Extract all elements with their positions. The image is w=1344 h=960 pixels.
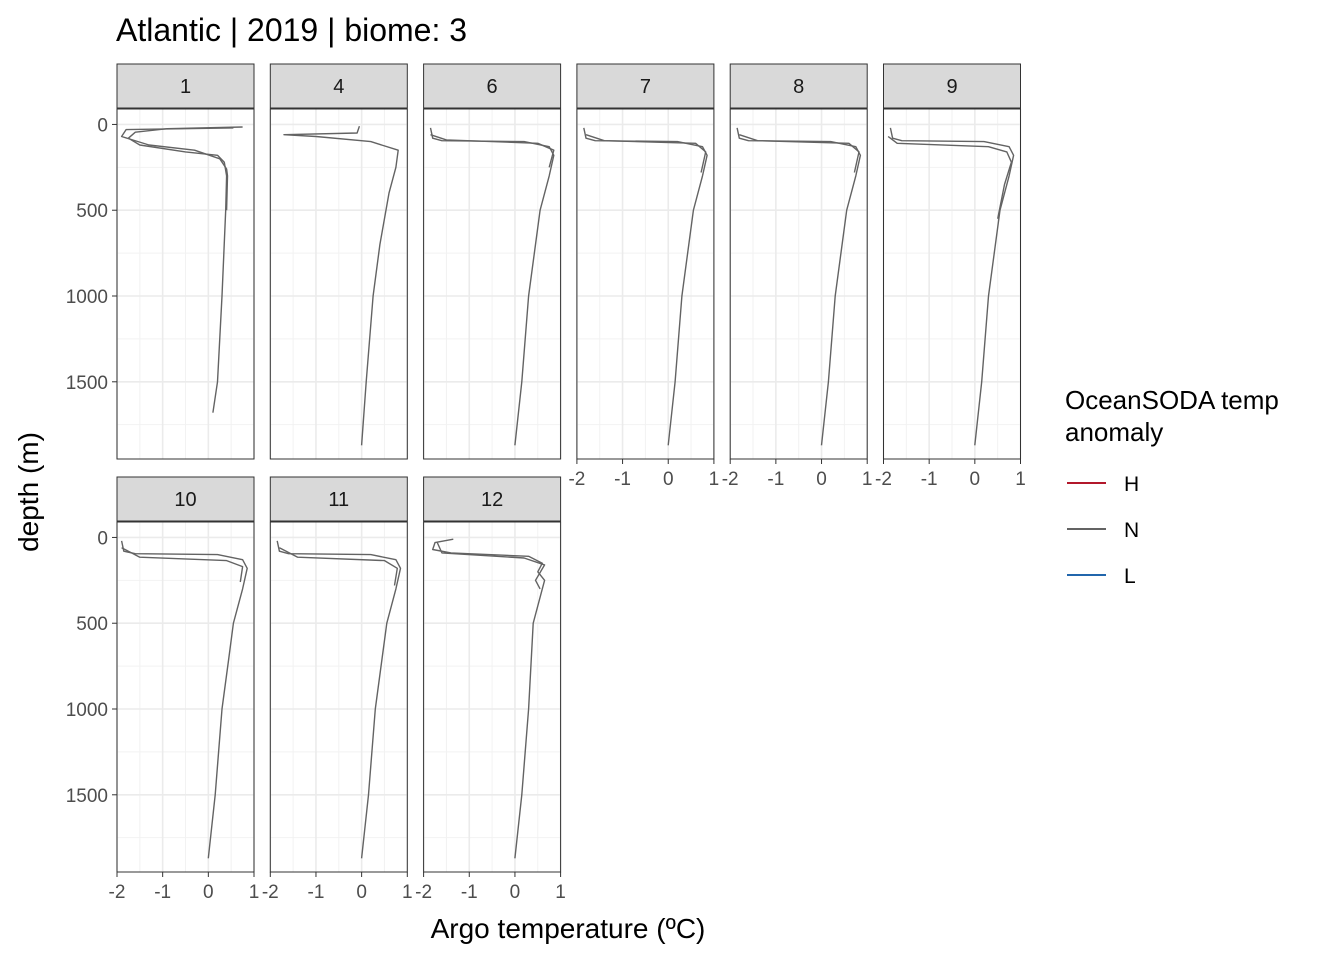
facet-strip xyxy=(116,63,255,109)
profile-line-N xyxy=(283,125,399,446)
facet-strip-label: 7 xyxy=(640,76,651,98)
facet-panel-9: 9 -2 -1 0 1 xyxy=(875,63,1026,490)
facet-strip xyxy=(883,63,1021,109)
facet-panel-7: 7 -2 -1 0 1 xyxy=(568,63,720,490)
profile-line-N xyxy=(585,134,707,173)
legend-label-N: N xyxy=(1124,519,1139,542)
legend-title: anomaly xyxy=(1065,417,1163,447)
x-tick-label: -1 xyxy=(154,882,171,903)
facet-strip xyxy=(576,63,715,109)
facet-panel-12: 12 -2 -1 0 1 xyxy=(415,476,566,903)
panel-border xyxy=(423,108,562,460)
x-tick-label: -1 xyxy=(921,469,938,490)
profile-line-N xyxy=(583,127,708,446)
y-tick-label: 1000 xyxy=(66,700,108,721)
x-tick-label: 1 xyxy=(402,882,413,903)
legend-label-L: L xyxy=(1124,565,1136,588)
profile-line-N xyxy=(430,134,555,168)
y-tick-label: 500 xyxy=(76,614,108,635)
profile-line-N xyxy=(889,127,1015,446)
x-tick-label: -1 xyxy=(767,469,784,490)
x-tick-label: -2 xyxy=(109,882,126,903)
x-tick-label: -2 xyxy=(722,469,739,490)
y-tick-label: 0 xyxy=(97,115,108,136)
x-tick-label: 0 xyxy=(970,469,981,490)
y-axis-title: depth (m) xyxy=(13,432,44,552)
facet-strip-label: 1 xyxy=(180,76,191,98)
facet-strip-label: 4 xyxy=(333,76,344,98)
profile-line-N xyxy=(429,127,555,446)
y-tick-label: 1000 xyxy=(66,287,108,308)
y-tick-label: 0 xyxy=(97,528,108,549)
panel-border xyxy=(576,108,715,460)
facet-strip xyxy=(423,476,562,522)
x-tick-label: 0 xyxy=(816,469,827,490)
x-tick-label: 0 xyxy=(356,882,367,903)
x-tick-label: 1 xyxy=(1015,469,1026,490)
facet-strip-label: 10 xyxy=(174,489,196,511)
x-tick-label: 0 xyxy=(203,882,214,903)
panel-border xyxy=(729,108,868,460)
facet-panel-4: 4 xyxy=(269,63,409,460)
y-tick-label: 500 xyxy=(76,201,108,222)
x-tick-label: 1 xyxy=(555,882,566,903)
profile-line-N xyxy=(887,135,1013,219)
x-tick-label: -1 xyxy=(308,882,325,903)
y-tick-label: 1500 xyxy=(66,373,108,394)
panel-border xyxy=(269,108,408,460)
facet-strip xyxy=(116,476,255,522)
panel-border xyxy=(116,521,255,873)
facet-panel-10: 10 0 500 1000 1500 -2 -1 0 1 xyxy=(66,476,260,903)
x-tick-label: 0 xyxy=(663,469,674,490)
profile-line-N xyxy=(739,134,860,173)
legend-title: OceanSODA temp xyxy=(1065,385,1279,415)
facet-strip xyxy=(269,476,408,522)
facet-panel-1: 1 0 500 1000 1500 xyxy=(66,63,255,460)
x-tick-label: 0 xyxy=(510,882,521,903)
x-axis-title: Argo temperature (ºC) xyxy=(431,913,706,944)
x-tick-label: -1 xyxy=(461,882,478,903)
facet-strip-label: 6 xyxy=(487,76,498,98)
x-tick-label: -2 xyxy=(875,469,892,490)
panel-border xyxy=(883,108,1021,460)
profile-line-N xyxy=(276,540,402,859)
facet-panel-11: 11 -2 -1 0 1 xyxy=(262,476,413,903)
x-tick-label: 1 xyxy=(862,469,873,490)
x-tick-label: 1 xyxy=(249,882,260,903)
facet-strip-label: 12 xyxy=(481,489,503,511)
legend-label-H: H xyxy=(1124,473,1139,496)
facet-strip-label: 9 xyxy=(946,76,957,98)
facet-strip xyxy=(423,63,562,109)
profile-line-N xyxy=(279,547,398,586)
facet-strip-label: 8 xyxy=(793,76,804,98)
panel-border xyxy=(423,521,562,873)
x-tick-label: -2 xyxy=(262,882,279,903)
panel-border xyxy=(269,521,408,873)
profile-line-N xyxy=(121,547,244,583)
facet-strip-label: 11 xyxy=(328,489,349,511)
facet-strip xyxy=(269,63,408,109)
profile-line-N xyxy=(736,127,862,446)
profile-line-N xyxy=(432,538,546,859)
facet-panel-6: 6 xyxy=(422,63,562,460)
chart-title: Atlantic | 2019 | biome: 3 xyxy=(116,12,467,48)
x-tick-label: -2 xyxy=(415,882,432,903)
x-tick-label: 1 xyxy=(709,469,720,490)
profile-line-N xyxy=(436,542,546,590)
y-tick-label: 1500 xyxy=(66,786,108,807)
profile-line-N xyxy=(127,126,243,413)
profile-line-N xyxy=(120,127,234,211)
facet-panel-8: 8 -2 -1 0 1 xyxy=(722,63,873,490)
facet-strip xyxy=(729,63,868,109)
panel-border xyxy=(116,108,255,460)
x-tick-label: -2 xyxy=(568,469,585,490)
x-tick-label: -1 xyxy=(614,469,631,490)
